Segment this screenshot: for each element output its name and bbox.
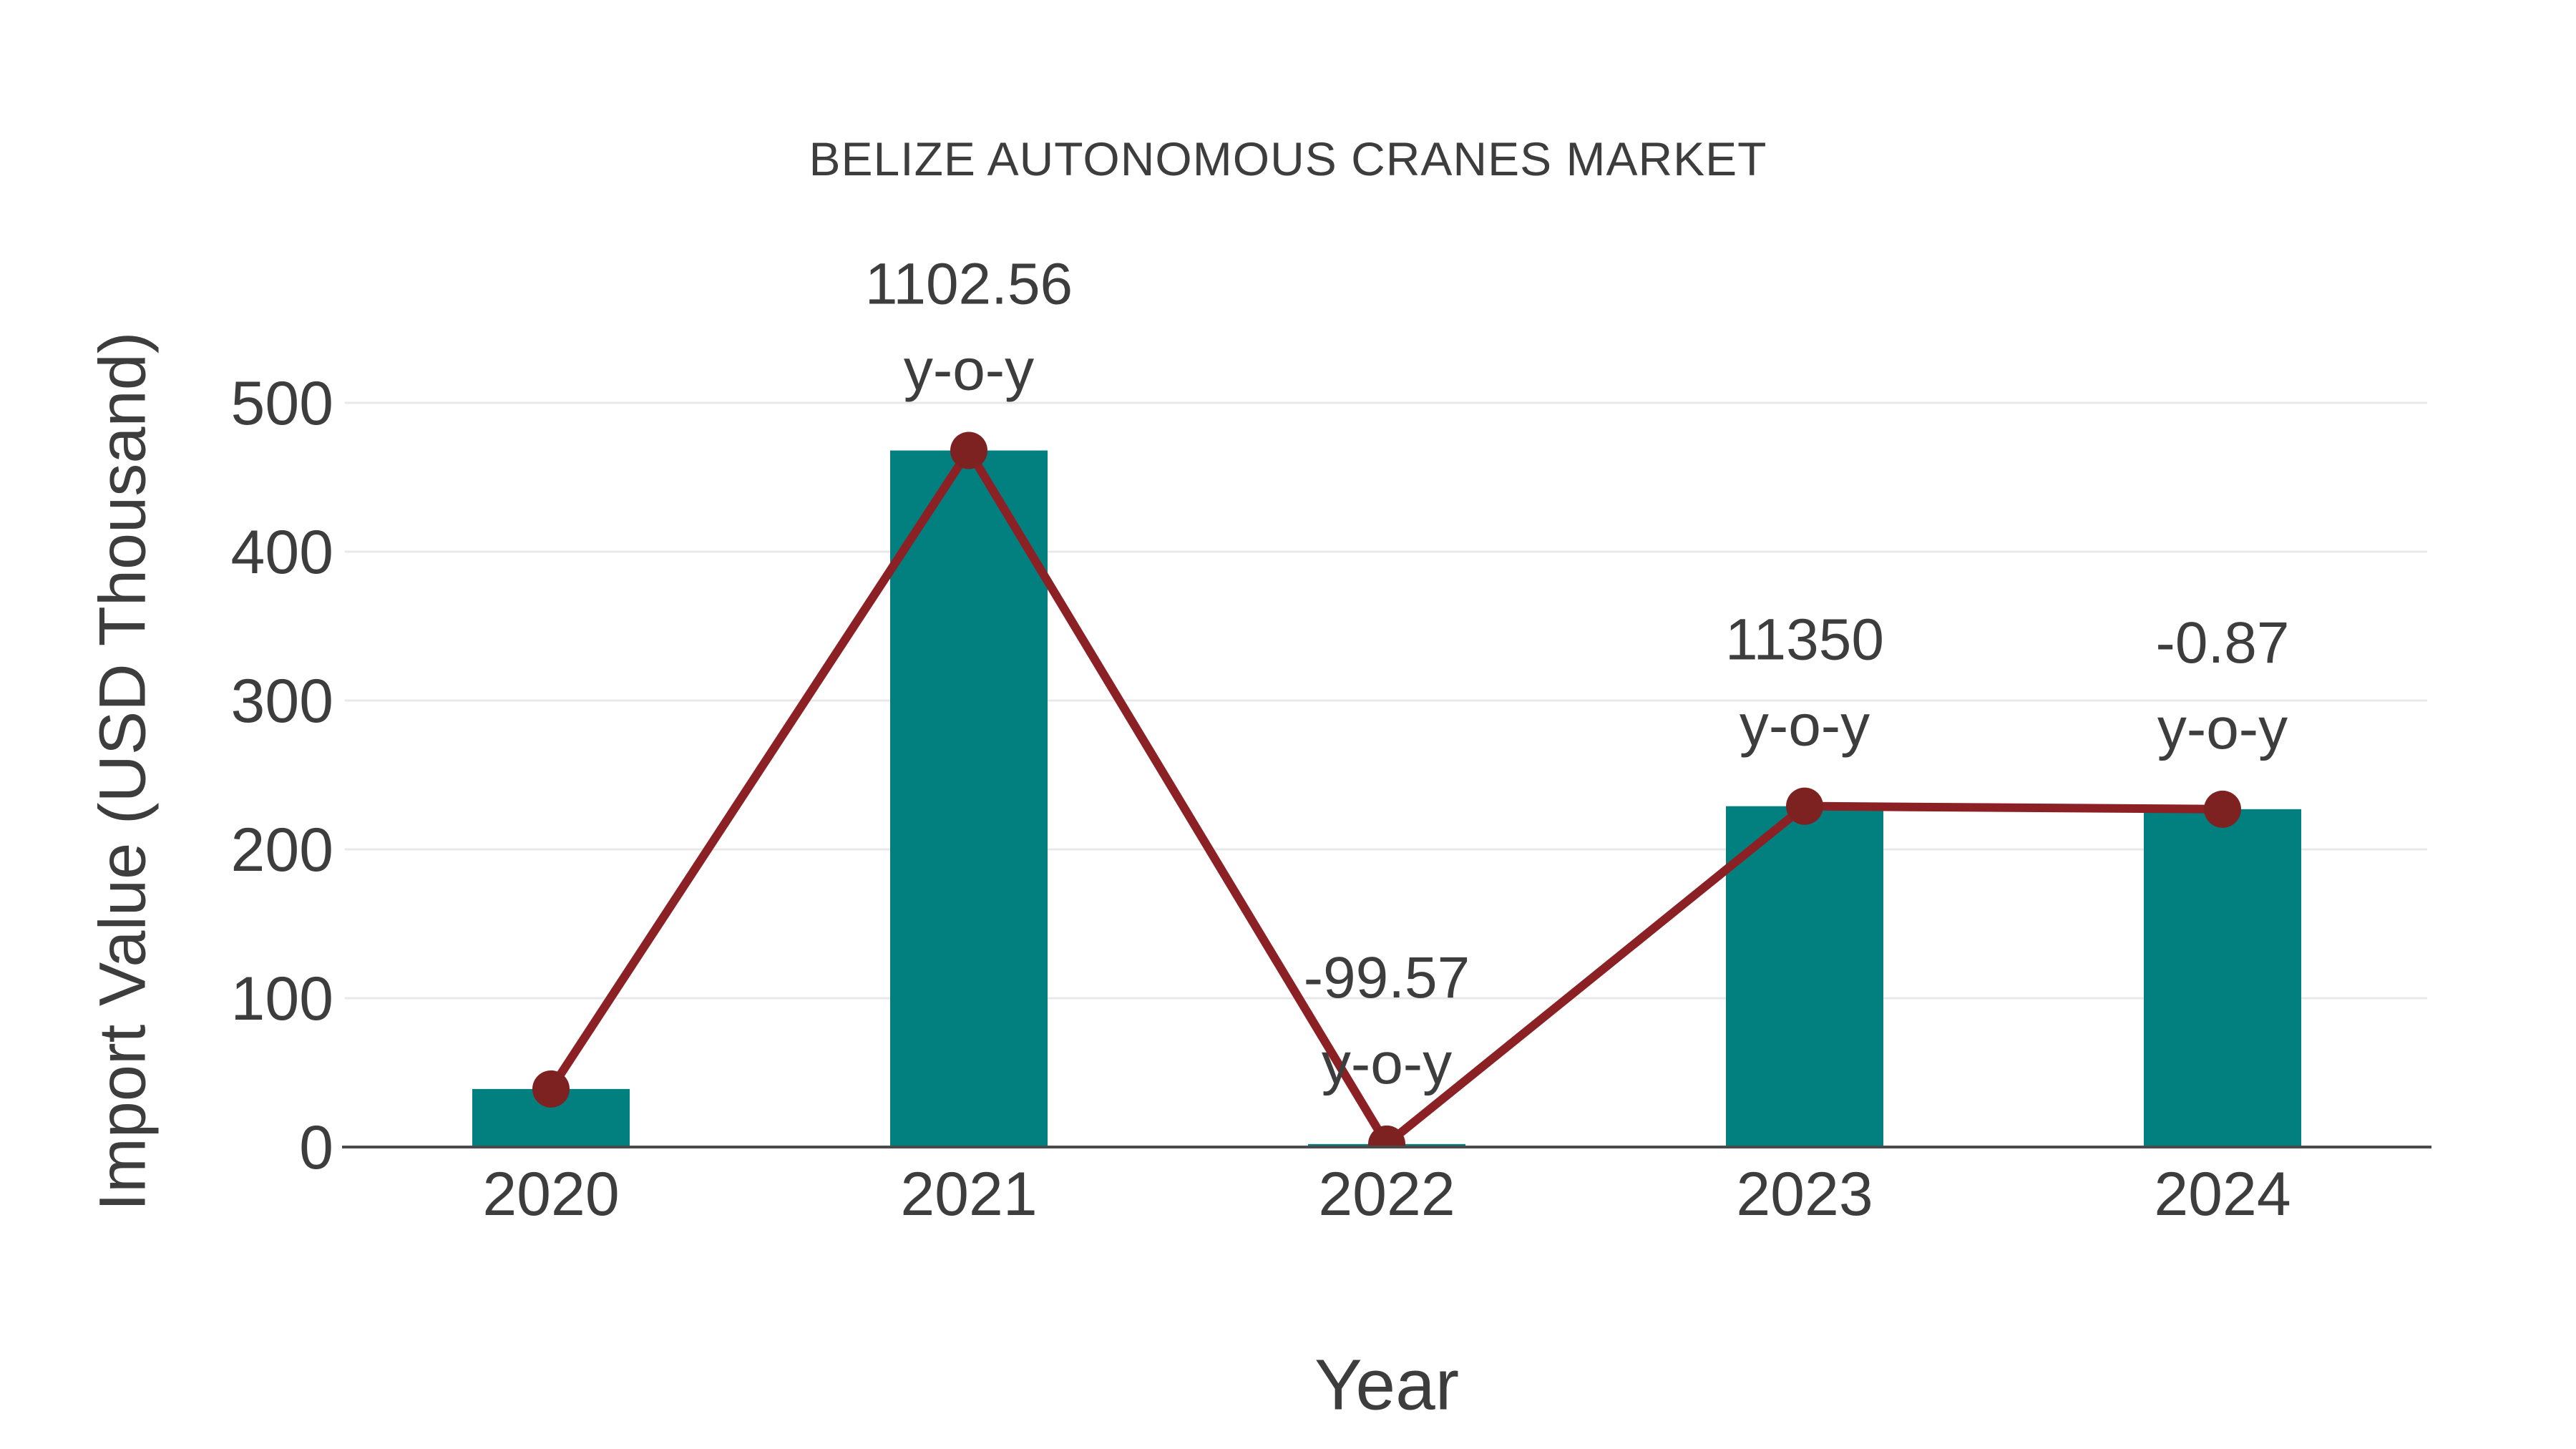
x-tick-label-2023: 2023 xyxy=(1736,1160,1873,1229)
annotation-line-2: y-o-y xyxy=(1740,693,1870,758)
annotation-line-1: -0.87 xyxy=(2156,610,2290,675)
y-tick-label-0: 0 xyxy=(299,1113,333,1182)
annotation-line-1: 1102.56 xyxy=(865,252,1073,317)
y-tick-label-500: 500 xyxy=(231,369,334,438)
annotation-2022: -99.57 y-o-y xyxy=(1304,945,1470,1096)
chart-title: BELIZE AUTONOMOUS CRANES MARKET xyxy=(809,132,1767,185)
marker-2024 xyxy=(2204,790,2241,828)
y-tick-label-300: 300 xyxy=(231,667,334,736)
marker-2022 xyxy=(1368,1125,1405,1147)
x-tick-label-2022: 2022 xyxy=(1318,1160,1455,1229)
x-tick-label-2024: 2024 xyxy=(2154,1160,2290,1229)
x-tick-label-2020: 2020 xyxy=(482,1160,619,1229)
annotation-2024: -0.87 y-o-y xyxy=(2156,610,2290,761)
x-axis-title: Year xyxy=(1314,1345,1460,1425)
y-tick-label-200: 200 xyxy=(231,816,334,884)
annotation-2023: 11350 y-o-y xyxy=(1725,608,1884,758)
marker-2021 xyxy=(950,431,987,469)
x-tick-label-2021: 2021 xyxy=(900,1160,1037,1229)
y-tick-label-400: 400 xyxy=(231,518,334,587)
annotation-2021: 1102.56 y-o-y xyxy=(865,252,1073,403)
y-tick-label-100: 100 xyxy=(231,965,334,1033)
bar-2021 xyxy=(890,450,1048,1147)
marker-2020 xyxy=(532,1070,570,1108)
annotation-line-1: 11350 xyxy=(1725,608,1884,673)
annotation-line-2: y-o-y xyxy=(1322,1031,1452,1096)
annotation-line-2: y-o-y xyxy=(904,338,1034,403)
bar-2024 xyxy=(2144,809,2301,1147)
marker-2023 xyxy=(1786,787,1823,825)
bar-2023 xyxy=(1726,806,1883,1147)
annotation-line-1: -99.57 xyxy=(1304,945,1470,1010)
annotation-line-2: y-o-y xyxy=(2157,696,2288,761)
